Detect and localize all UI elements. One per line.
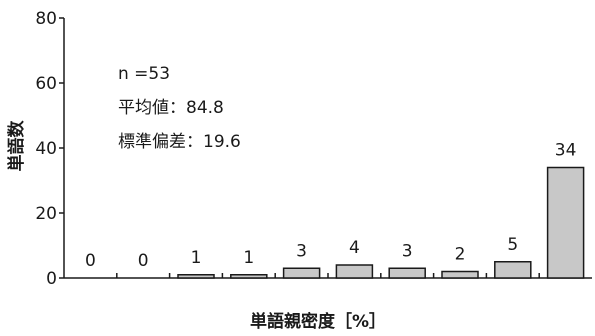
x-axis-title: 単語親密度［%］ bbox=[250, 311, 386, 332]
data-label: 4 bbox=[349, 238, 360, 258]
data-label: 34 bbox=[555, 141, 577, 161]
annotation-sd: 標準偏差：19.6 bbox=[118, 132, 241, 152]
x-ticks bbox=[116, 273, 540, 278]
data-label: 3 bbox=[296, 241, 307, 261]
data-label: 3 bbox=[402, 241, 413, 261]
annotation-n: n =53 bbox=[118, 64, 170, 84]
y-tick-label: 80 bbox=[35, 9, 57, 29]
y-tick-label: 40 bbox=[35, 139, 57, 159]
bar bbox=[546, 166, 585, 279]
bar bbox=[230, 274, 268, 279]
y-ticks: 0 20 40 60 80 bbox=[35, 9, 64, 289]
bar bbox=[177, 274, 215, 279]
data-label: 0 bbox=[85, 251, 96, 271]
bar bbox=[388, 267, 426, 279]
data-label: 2 bbox=[455, 245, 466, 265]
bar bbox=[494, 261, 532, 279]
bar bbox=[441, 270, 479, 279]
bar bbox=[282, 267, 321, 279]
y-tick-label: 20 bbox=[35, 204, 57, 224]
data-labels: 0 0 1 1 3 4 3 2 534 bbox=[85, 141, 576, 272]
annotation-mean: 平均値：84.8 bbox=[118, 98, 224, 118]
y-tick-label: 0 bbox=[46, 269, 57, 289]
bars bbox=[177, 166, 585, 279]
bar bbox=[335, 264, 374, 279]
y-axis-title: 単語数 bbox=[6, 120, 27, 172]
data-label: 0 bbox=[138, 251, 149, 271]
data-label: 1 bbox=[191, 248, 202, 268]
y-tick-label: 60 bbox=[35, 74, 57, 94]
data-label: 1 bbox=[243, 248, 254, 268]
data-label: 5 bbox=[507, 235, 518, 255]
